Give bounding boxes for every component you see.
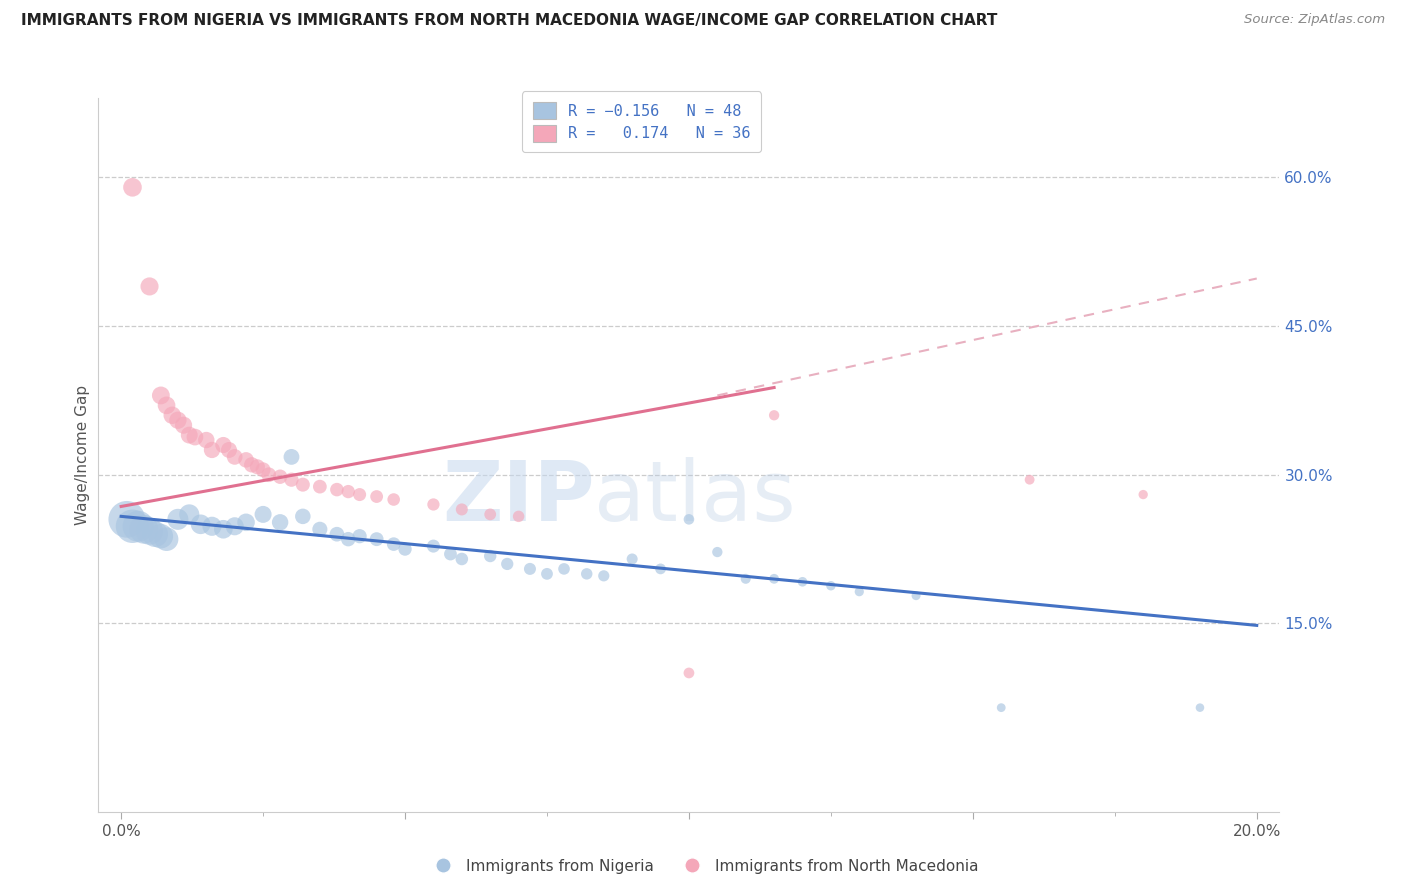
Point <box>450 552 472 566</box>
Point <box>349 487 371 501</box>
Point <box>848 584 870 599</box>
Point <box>167 413 190 427</box>
Point <box>734 572 756 586</box>
Point <box>179 508 201 522</box>
Point <box>212 522 235 536</box>
Point <box>706 545 728 559</box>
Point <box>252 463 274 477</box>
Point <box>1188 700 1211 714</box>
Point <box>678 665 700 680</box>
Text: Source: ZipAtlas.com: Source: ZipAtlas.com <box>1244 13 1385 27</box>
Point <box>121 519 143 533</box>
Point <box>479 508 502 522</box>
Point <box>173 418 195 433</box>
Point <box>575 566 598 581</box>
Point <box>291 477 314 491</box>
Point <box>201 442 224 457</box>
Point <box>257 467 280 482</box>
Point <box>309 522 332 536</box>
Point <box>167 512 190 526</box>
Point <box>235 453 257 467</box>
Text: ZIP: ZIP <box>441 458 595 538</box>
Point <box>592 569 614 583</box>
Point <box>155 398 177 412</box>
Point <box>184 430 207 444</box>
Point <box>155 532 177 546</box>
Point <box>621 552 644 566</box>
Point <box>149 388 172 402</box>
Point <box>382 492 405 507</box>
Point <box>553 562 575 576</box>
Point <box>536 566 558 581</box>
Point <box>422 498 444 512</box>
Point <box>224 519 246 533</box>
Point <box>190 517 212 532</box>
Point <box>179 428 201 442</box>
Legend: Immigrants from Nigeria, Immigrants from North Macedonia: Immigrants from Nigeria, Immigrants from… <box>422 853 984 880</box>
Legend: R = −0.156   N = 48, R =   0.174   N = 36: R = −0.156 N = 48, R = 0.174 N = 36 <box>522 92 761 153</box>
Point <box>439 547 461 561</box>
Point <box>224 450 246 464</box>
Point <box>291 509 314 524</box>
Point <box>121 180 143 194</box>
Point <box>450 502 472 516</box>
Point <box>508 509 530 524</box>
Point <box>138 279 160 293</box>
Point <box>115 512 138 526</box>
Point <box>422 539 444 553</box>
Point <box>792 574 814 589</box>
Point <box>366 532 388 546</box>
Point <box>650 562 672 576</box>
Point <box>309 480 332 494</box>
Point <box>1018 473 1040 487</box>
Point <box>143 527 166 541</box>
Point <box>132 522 155 536</box>
Point <box>763 572 786 586</box>
Point <box>519 562 541 576</box>
Point <box>990 700 1012 714</box>
Point <box>195 433 218 447</box>
Point <box>127 519 149 533</box>
Point <box>905 589 928 603</box>
Point <box>678 512 700 526</box>
Point <box>138 524 160 539</box>
Point <box>496 557 519 571</box>
Point <box>240 458 263 472</box>
Point <box>280 450 302 464</box>
Point <box>326 483 349 497</box>
Point <box>280 473 302 487</box>
Point <box>269 469 291 483</box>
Text: atlas: atlas <box>595 458 796 538</box>
Point <box>201 519 224 533</box>
Point <box>763 409 786 423</box>
Point <box>269 516 291 530</box>
Point <box>212 438 235 452</box>
Point <box>337 484 360 499</box>
Point <box>382 537 405 551</box>
Point <box>820 579 842 593</box>
Point <box>162 409 183 423</box>
Point <box>1132 487 1154 501</box>
Point <box>246 459 269 474</box>
Point <box>479 549 502 563</box>
Point <box>394 542 416 557</box>
Point <box>366 490 388 504</box>
Point <box>349 529 371 543</box>
Y-axis label: Wage/Income Gap: Wage/Income Gap <box>75 384 90 525</box>
Point <box>252 508 274 522</box>
Point <box>218 442 240 457</box>
Point <box>337 532 360 546</box>
Text: IMMIGRANTS FROM NIGERIA VS IMMIGRANTS FROM NORTH MACEDONIA WAGE/INCOME GAP CORRE: IMMIGRANTS FROM NIGERIA VS IMMIGRANTS FR… <box>21 13 997 29</box>
Point <box>149 529 172 543</box>
Point <box>235 516 257 530</box>
Point <box>326 527 349 541</box>
